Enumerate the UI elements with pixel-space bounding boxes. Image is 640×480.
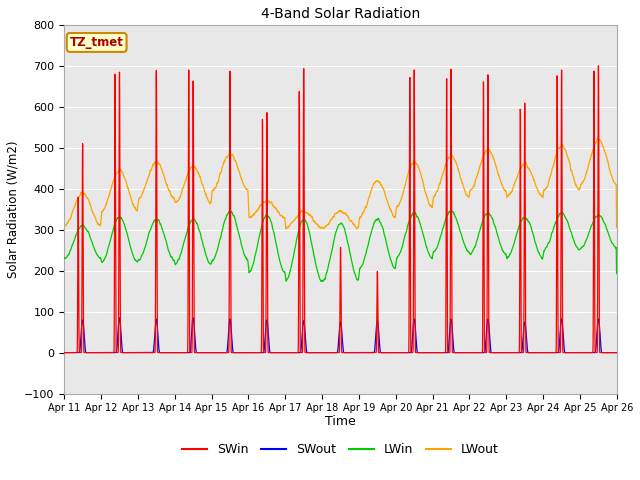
Y-axis label: Solar Radiation (W/m2): Solar Radiation (W/m2) xyxy=(7,141,20,278)
Title: 4-Band Solar Radiation: 4-Band Solar Radiation xyxy=(261,7,420,21)
X-axis label: Time: Time xyxy=(325,415,356,428)
Text: TZ_tmet: TZ_tmet xyxy=(70,36,124,49)
Legend: SWin, SWout, LWin, LWout: SWin, SWout, LWin, LWout xyxy=(177,438,504,461)
